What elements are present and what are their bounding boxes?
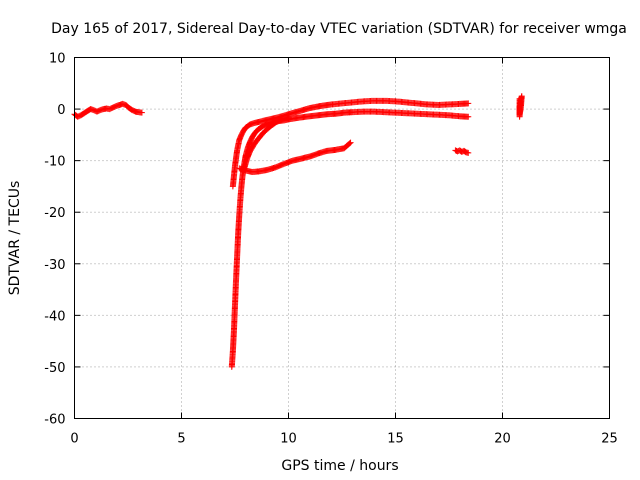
- y-tick-label: 0: [57, 103, 65, 118]
- data-points: [71, 93, 525, 370]
- x-tick-label: 10: [280, 432, 297, 447]
- trace-marker: [464, 113, 471, 120]
- trace-marker: [516, 96, 523, 103]
- trace-marker: [464, 100, 471, 107]
- y-tick-label: -30: [44, 258, 65, 273]
- series-early-arc: [71, 100, 145, 120]
- plot-frame: [74, 57, 610, 419]
- trace-marker: [464, 149, 471, 156]
- trace-marker: [111, 104, 118, 111]
- x-tick-label: 15: [387, 432, 404, 447]
- y-tick-label: -60: [44, 413, 65, 428]
- trace-marker: [137, 109, 144, 116]
- series-steep-recovery: [228, 108, 472, 370]
- trace-marker: [107, 105, 114, 112]
- y-tick-label: -10: [44, 155, 65, 170]
- series-middle-arc: [240, 114, 292, 174]
- trace-marker: [274, 118, 281, 125]
- y-tick-label: -50: [44, 361, 65, 376]
- trace-marker: [345, 141, 352, 148]
- x-tick-label: 5: [177, 432, 185, 447]
- x-tick-label: 20: [494, 432, 511, 447]
- chart-title: Day 165 of 2017, Sidereal Day-to-day VTE…: [51, 21, 627, 37]
- y-tick-label: -40: [44, 309, 65, 324]
- y-tick-label: 10: [49, 52, 66, 67]
- series-late-segment: [452, 147, 472, 156]
- x-axis-label: GPS time / hours: [281, 458, 398, 474]
- series-lower-arc: [236, 139, 354, 175]
- axis-ticks: 0 5 10 15 20 25 10 0 -10 -20 -30 -40 -50 -60: [44, 52, 618, 447]
- trace-marker: [346, 140, 353, 147]
- trace-marker: [250, 143, 257, 150]
- y-axis-label: SDTVAR / TECUs: [7, 181, 23, 296]
- series-upper-arc: [229, 97, 472, 190]
- trace-marker: [284, 115, 291, 122]
- trace-marker: [130, 107, 137, 114]
- series-final-cluster: [516, 93, 525, 120]
- y-tick-label: -20: [44, 206, 65, 221]
- x-tick-label: 0: [70, 432, 78, 447]
- trace-marker: [95, 108, 102, 115]
- x-tick-label: 25: [601, 432, 618, 447]
